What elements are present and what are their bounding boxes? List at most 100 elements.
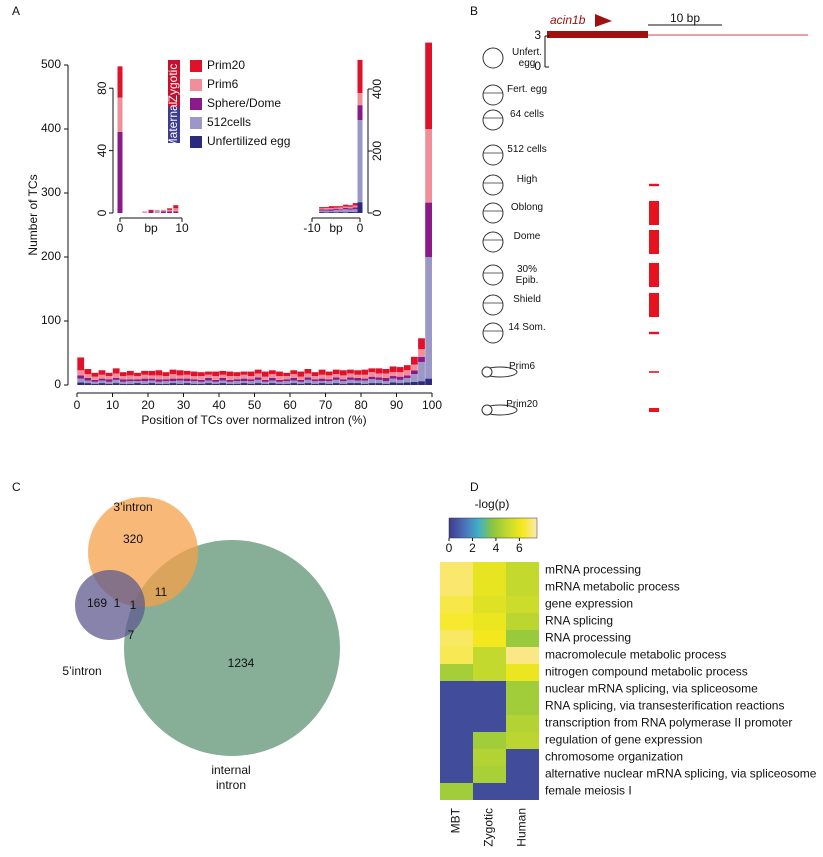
bar-segment (155, 375, 163, 380)
bar-segment (169, 381, 177, 384)
y-tick-label: 80 (95, 81, 109, 95)
bar-segment (396, 383, 404, 385)
bar-segment (254, 373, 262, 378)
region-count: 169 (87, 596, 107, 610)
bar-segment (190, 371, 198, 377)
bar-segment (141, 374, 148, 379)
bar-segment (411, 356, 418, 365)
row-label: gene expression (545, 597, 633, 611)
bar-segment (134, 372, 141, 377)
bar-segment (105, 381, 113, 384)
embryo-icon (482, 144, 504, 166)
stage-label: Dome (513, 231, 541, 242)
row-label: macromolecule metabolic process (545, 648, 726, 662)
x-axis-label: bp (144, 221, 158, 235)
bar-segment (411, 381, 418, 385)
bar-segment (311, 383, 319, 385)
bar-segment (318, 381, 326, 384)
bar-segment (148, 375, 156, 379)
embryo-icon (482, 264, 504, 286)
bar-segment (328, 210, 334, 213)
row-label: mRNA metabolic process (545, 580, 680, 594)
bar-segment (323, 208, 329, 210)
bar-segment (269, 374, 276, 378)
bar-segment (283, 381, 290, 384)
bar-segment (105, 376, 113, 380)
region-count: 11 (155, 585, 168, 599)
bar-segment (425, 129, 432, 203)
bar-segment (247, 376, 255, 380)
signal-bar (649, 263, 659, 287)
bar-segment (368, 379, 376, 384)
bar-segment (134, 379, 141, 382)
bar-segment (338, 207, 344, 210)
bar-segment (219, 383, 227, 385)
bar-segment (328, 208, 334, 210)
bar-segment (368, 376, 376, 380)
bar-segment (183, 370, 191, 375)
column-label: Human (515, 808, 529, 847)
bar-segment (304, 383, 312, 385)
bar-segment (226, 379, 234, 382)
bar-segment (361, 369, 369, 375)
bar-segment (91, 376, 99, 380)
stage-label: 512 cells (507, 144, 547, 155)
bar-segment (112, 368, 120, 374)
bar-segment (127, 381, 134, 384)
bar-segment (212, 381, 219, 384)
bar-segment (283, 372, 290, 377)
bar-segment (361, 378, 369, 381)
colorbar-tick-label: 6 (516, 541, 523, 555)
bar-segment (347, 209, 353, 212)
heatmap-cell (473, 613, 506, 630)
bar-segment (411, 370, 418, 375)
bar-segment (240, 378, 248, 382)
bar-segment (318, 378, 326, 382)
bar-segment (368, 383, 376, 385)
bar-segment (340, 381, 347, 384)
bar-segment (84, 380, 92, 384)
bar-segment (176, 370, 184, 376)
bar-segment (343, 212, 349, 213)
embryo-icon (481, 366, 493, 378)
bar-segment (141, 378, 148, 382)
region-count: 1 (130, 598, 137, 612)
bar-segment (357, 202, 363, 213)
heatmap-cell (506, 715, 539, 732)
bar-segment (340, 383, 347, 385)
bar-segment (325, 381, 333, 384)
bar-segment (343, 209, 349, 213)
bar-segment (338, 210, 344, 213)
signal-bar (649, 201, 659, 225)
bar-segment (389, 382, 397, 385)
bar-segment (283, 376, 290, 380)
y-tick-label: 0 (54, 377, 61, 391)
bar-segment (176, 380, 184, 384)
bar-segment (112, 377, 120, 380)
bar-segment (205, 374, 212, 378)
region-count: 320 (123, 532, 143, 546)
bar-segment (176, 378, 184, 381)
bar-segment (98, 380, 106, 384)
row-label: RNA processing (545, 631, 631, 645)
bar-segment (190, 376, 198, 380)
bar-segment (368, 372, 376, 377)
bar-segment (304, 379, 312, 384)
bar-segment (167, 211, 173, 213)
heatmap-cell (440, 562, 473, 579)
bar-segment (325, 383, 333, 385)
heatmap-cell (506, 783, 539, 800)
bar-segment (361, 383, 369, 385)
bar-segment (396, 379, 404, 384)
heatmap-cell (473, 698, 506, 715)
region-count: 1 (114, 596, 121, 610)
bar-segment (375, 377, 383, 380)
bar-segment (319, 207, 325, 209)
bar-segment (247, 371, 255, 377)
bar-segment (418, 356, 425, 362)
bar-segment (112, 383, 120, 385)
bar-segment (269, 380, 276, 384)
bar-segment (297, 381, 305, 384)
bar-segment (183, 383, 191, 385)
bar-segment (304, 369, 312, 374)
